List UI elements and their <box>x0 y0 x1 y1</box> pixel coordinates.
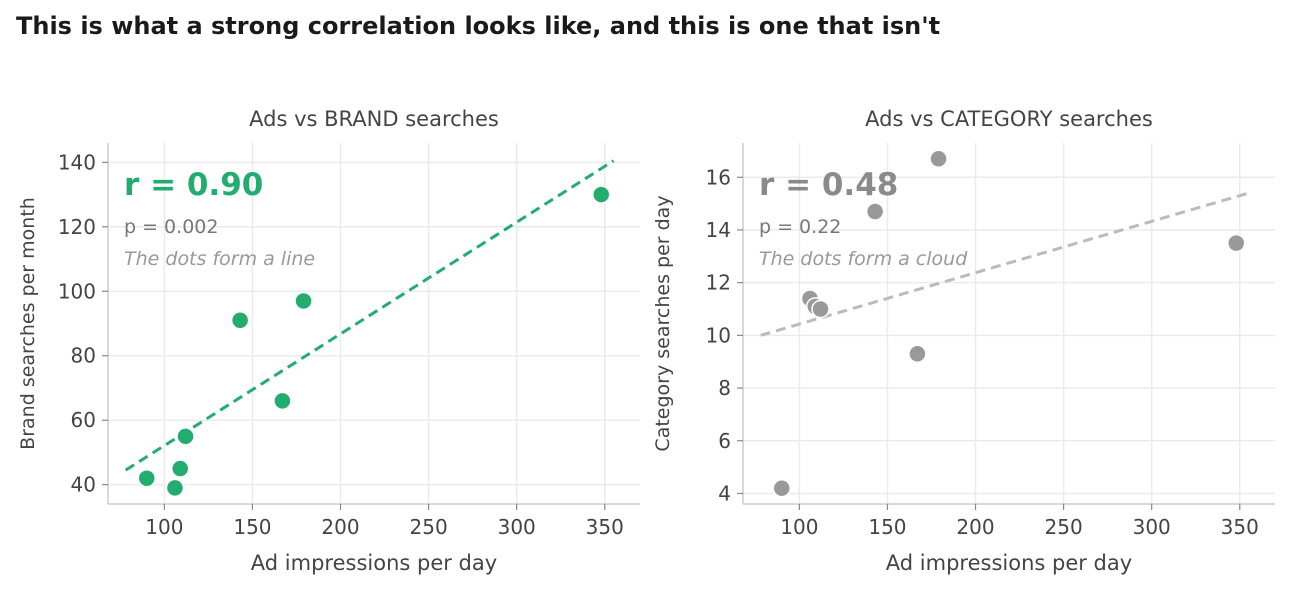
data-point <box>230 311 250 330</box>
x-tick-label: 200 <box>321 515 359 539</box>
y-tick-label: 6 <box>718 429 731 453</box>
x-tick-label: 100 <box>780 515 818 539</box>
data-point <box>1226 233 1246 253</box>
data-point <box>137 468 157 488</box>
y-tick-label: 8 <box>718 376 731 400</box>
x-axis-label: Ad impressions per day <box>886 551 1132 575</box>
y-tick-label: 80 <box>71 344 96 368</box>
data-point <box>591 185 611 204</box>
note-label: The dots form a cloud <box>759 248 968 270</box>
data-point <box>176 427 195 446</box>
data-point <box>772 478 792 498</box>
x-tick-label: 350 <box>1221 515 1259 539</box>
p-value-label: p = 0.22 <box>759 216 841 238</box>
y-tick-label: 120 <box>58 215 96 239</box>
y-tick-label: 12 <box>706 271 731 295</box>
panel-1: 100 150 200 250 300 350 40 60 80 100 120 140 Ads vs … <box>17 107 640 575</box>
y-tick-label: 16 <box>706 165 731 189</box>
trend-line <box>760 191 1249 337</box>
x-tick-label: 350 <box>586 515 624 539</box>
x-tick-label: 250 <box>410 515 448 539</box>
p-value-label: p = 0.002 <box>124 216 218 238</box>
data-point <box>865 202 885 221</box>
x-tick-label: 100 <box>145 515 183 539</box>
y-tick-label: 4 <box>718 481 731 505</box>
y-tick-label: 60 <box>71 408 96 432</box>
x-tick-label: 300 <box>1133 515 1171 539</box>
y-axis-label: Category searches per day <box>652 195 674 451</box>
data-point <box>170 459 190 478</box>
data-point <box>273 391 292 411</box>
trend-line <box>124 159 615 472</box>
figure-title: This is what a strong correlation looks … <box>16 12 941 40</box>
data-point <box>929 149 948 169</box>
y-tick-label: 10 <box>706 323 731 347</box>
x-tick-label: 300 <box>498 515 536 539</box>
x-tick-label: 250 <box>1045 515 1083 539</box>
correlation-r-label: r = 0.90 <box>124 167 263 203</box>
data-point <box>165 478 185 498</box>
data-point <box>908 344 927 364</box>
data-point <box>294 291 313 311</box>
note-label: The dots form a line <box>124 248 315 270</box>
y-tick-label: 40 <box>71 473 96 497</box>
y-tick-label: 140 <box>58 150 96 174</box>
x-axis-label: Ad impressions per day <box>251 551 497 575</box>
panel-2: 100 150 200 250 300 350 4 6 8 10 12 14 16 Ads vs CATE… <box>652 107 1275 575</box>
data-point <box>811 299 830 319</box>
x-tick-label: 150 <box>868 515 906 539</box>
panel-title: Ads vs BRAND searches <box>249 107 499 131</box>
y-axis-label: Brand searches per month <box>17 197 39 450</box>
panel-title: Ads vs CATEGORY searches <box>865 107 1153 131</box>
y-tick-label: 100 <box>58 279 96 303</box>
y-tick-label: 14 <box>706 218 731 242</box>
x-tick-label: 200 <box>956 515 994 539</box>
x-tick-label: 150 <box>233 515 271 539</box>
correlation-r-label: r = 0.48 <box>759 167 898 203</box>
